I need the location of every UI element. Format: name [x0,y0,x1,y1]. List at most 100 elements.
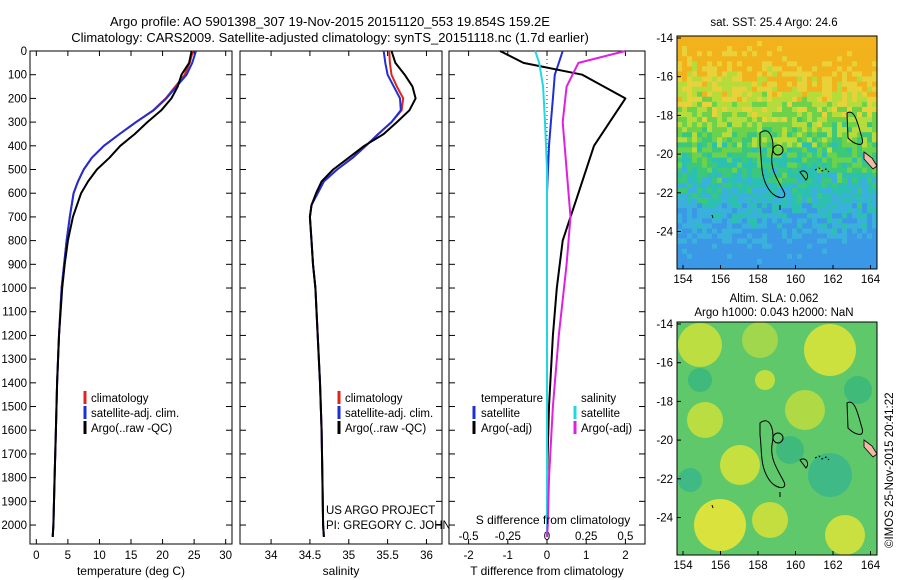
sst-cell [817,187,823,194]
sst-cell [687,76,693,82]
sst-cell [842,106,848,113]
sst-cell [872,193,878,199]
sst-cell [707,56,713,62]
sst-cell [847,61,853,67]
sst-cell [762,218,768,224]
sst-cell [687,208,693,214]
sst-cell [742,167,748,174]
sst-cell [847,127,853,133]
sst-cell [712,213,718,219]
sst-cell [842,56,848,62]
sst-cell [762,91,768,98]
sst-cell [677,187,683,194]
sst-cell [702,177,708,184]
sst-cell [757,91,763,98]
sst-cell [797,36,803,42]
sst-cell [727,213,733,219]
sst-cell [832,106,838,113]
sst-cell [797,248,803,255]
sst-cell [722,137,728,143]
sst-cell [697,117,703,123]
sst-cell [717,91,723,98]
sst-cell [717,71,723,77]
sst-cell [722,177,728,184]
sst-cell [727,157,733,163]
sst-cell [807,218,813,224]
sst-cell [832,167,838,174]
sst-cell [852,71,858,77]
sst-cell [872,66,878,72]
sst-cell [812,213,818,219]
sst-cell [852,61,858,67]
sst-cell [737,51,743,57]
sst-cell [822,253,828,260]
sst-cell [692,127,698,133]
sla-blob [688,368,712,392]
sst-cell [812,203,818,209]
sst-cell [712,66,718,72]
sst-cell [842,243,848,250]
sst-cell [687,46,693,52]
sst-cell [787,101,793,108]
sst-cell [837,127,843,133]
sst-cell [727,127,733,133]
sst-cell [832,76,838,82]
map-x-tick-label: 164 [861,560,881,572]
sst-cell [812,218,818,224]
sst-cell [857,233,863,239]
sst-cell [852,106,858,113]
sst-cell [722,41,728,47]
sst-cell [782,187,788,194]
sst-cell [717,106,723,113]
sst-cell [732,203,738,209]
sst-cell [827,51,833,57]
sst-cell [752,71,758,77]
sst-cell [742,223,748,229]
sst-cell [872,208,878,214]
sst-cell [702,122,708,128]
sst-cell [842,172,848,179]
sst-cell [717,147,723,153]
sst-cell [842,41,848,47]
sst-cell [677,56,683,62]
x-tick-label: 10 [93,550,106,562]
sst-cell [692,106,698,113]
sst-cell [712,51,718,57]
sst-cell [792,51,798,57]
depth-tick-label: 1000 [1,283,27,295]
sst-cell [682,51,688,57]
sst-cell [712,248,718,255]
sst-cell [692,223,698,229]
sst-cell [832,223,838,229]
sst-cell [767,233,773,239]
sst-cell [807,71,813,77]
sst-cell [712,106,718,113]
sst-cell [737,162,743,168]
legend-label-satellite: satellite-adj. clim. [91,408,179,420]
sst-cell [747,66,753,72]
sst-cell [727,71,733,77]
sst-cell [762,253,768,260]
sst-cell [697,263,703,270]
sst-cell [807,106,813,113]
sst-cell [702,56,708,62]
sst-cell [702,218,708,224]
sst-cell [742,152,748,158]
sst-cell [707,137,713,143]
sst-cell [732,137,738,143]
sst-cell [692,81,698,87]
sla-blob [678,468,702,492]
sst-cell [837,51,843,57]
sst-cell [777,228,783,234]
sst-cell [767,51,773,57]
sst-cell [832,127,838,133]
sst-cell [722,51,728,57]
sst-cell [707,127,713,133]
sst-cell [727,243,733,250]
salinity-series [308,50,417,537]
sst-cell [752,106,758,113]
sst-cell [707,122,713,128]
sst-cell [752,132,758,138]
sst-cell [842,137,848,143]
sst-cell [722,172,728,179]
